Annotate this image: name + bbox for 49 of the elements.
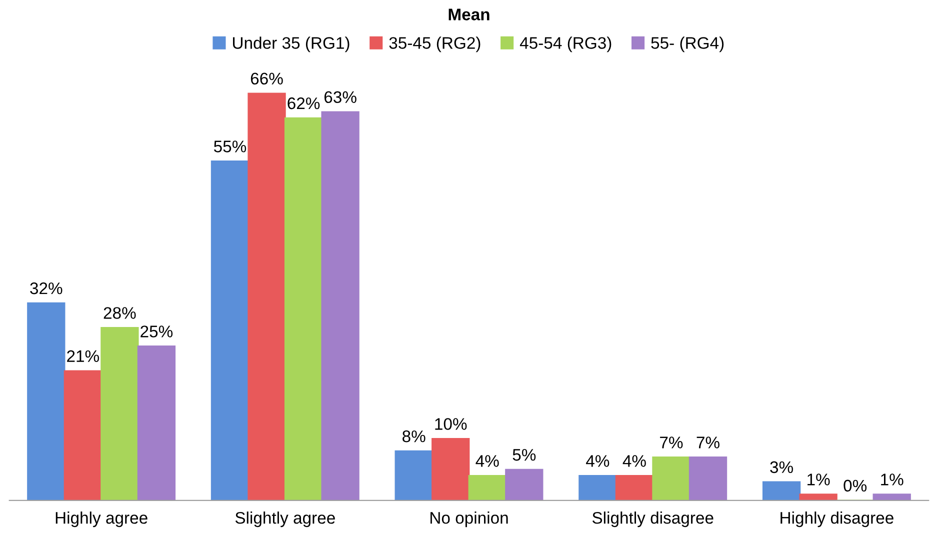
data-label: 10%: [435, 418, 467, 430]
bar: [100, 327, 139, 500]
bar: [578, 475, 617, 500]
bar: [394, 450, 433, 500]
data-label: 4%: [476, 455, 499, 467]
data-label: 32%: [30, 282, 62, 294]
bar: [468, 475, 506, 500]
data-label: 21%: [67, 350, 100, 362]
data-label: 7%: [696, 436, 720, 448]
bar: [652, 456, 690, 500]
legend-label: 45-54 (RG3): [520, 36, 612, 52]
bar: [210, 160, 250, 500]
bar: [137, 346, 176, 500]
x-tick-label: Highly disagree: [780, 512, 894, 528]
data-label: 8%: [402, 430, 426, 442]
bar: [505, 468, 544, 500]
data-label: 55%: [214, 140, 246, 152]
bar: [688, 456, 728, 500]
data-label: 4%: [586, 455, 610, 467]
bar: [872, 494, 911, 500]
x-tick-label: Highly agree: [56, 512, 148, 528]
legend-label: 35-45 (RG2): [389, 36, 480, 52]
data-label: 66%: [250, 72, 283, 85]
data-label: 3%: [770, 461, 793, 474]
data-label: 62%: [288, 97, 320, 110]
x-tick-label: No opinion: [430, 512, 508, 528]
chart-title: Mean: [448, 8, 490, 20]
bar: [762, 481, 801, 500]
data-label: 63%: [324, 91, 356, 104]
bar: [248, 92, 286, 500]
bar: [64, 370, 102, 500]
bar: [799, 494, 838, 500]
data-label: 0%: [844, 480, 867, 492]
legend-label: Under 35 (RG1): [233, 36, 350, 52]
x-tick-label: Slightly disagree: [592, 512, 714, 528]
data-label: 25%: [140, 326, 173, 338]
data-label: 5%: [512, 449, 536, 461]
data-label: 1%: [881, 474, 904, 486]
legend-label: 55- (RG4): [651, 36, 724, 52]
bar: [321, 111, 360, 500]
x-tick-label: Slightly agree: [235, 512, 335, 528]
data-label: 4%: [622, 455, 646, 467]
bar: [432, 438, 470, 500]
bar: [27, 302, 66, 500]
bar: [284, 117, 323, 500]
bar: [615, 475, 654, 500]
data-label: 1%: [808, 474, 830, 486]
data-label: 28%: [104, 307, 136, 319]
data-label: 7%: [660, 436, 683, 448]
